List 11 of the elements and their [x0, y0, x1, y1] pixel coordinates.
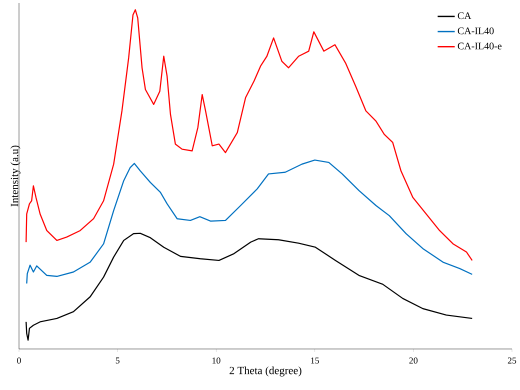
- x-tick-label: 10: [212, 358, 220, 364]
- x-tick-label: 20: [409, 358, 418, 364]
- y-axis-title: Intensity (a.u): [10, 146, 20, 206]
- x-tick-label: 15: [311, 358, 319, 364]
- x-tick-label: 0: [17, 358, 21, 364]
- x-tick-label: 25: [508, 358, 516, 364]
- x-axis-title: 2 Theta (degree): [230, 366, 302, 376]
- legend-label: CA: [458, 12, 472, 20]
- x-tick-label: 5: [116, 358, 120, 364]
- legend-label: CA-IL40-e: [458, 42, 502, 50]
- legend-label: CA-IL40: [458, 28, 494, 34]
